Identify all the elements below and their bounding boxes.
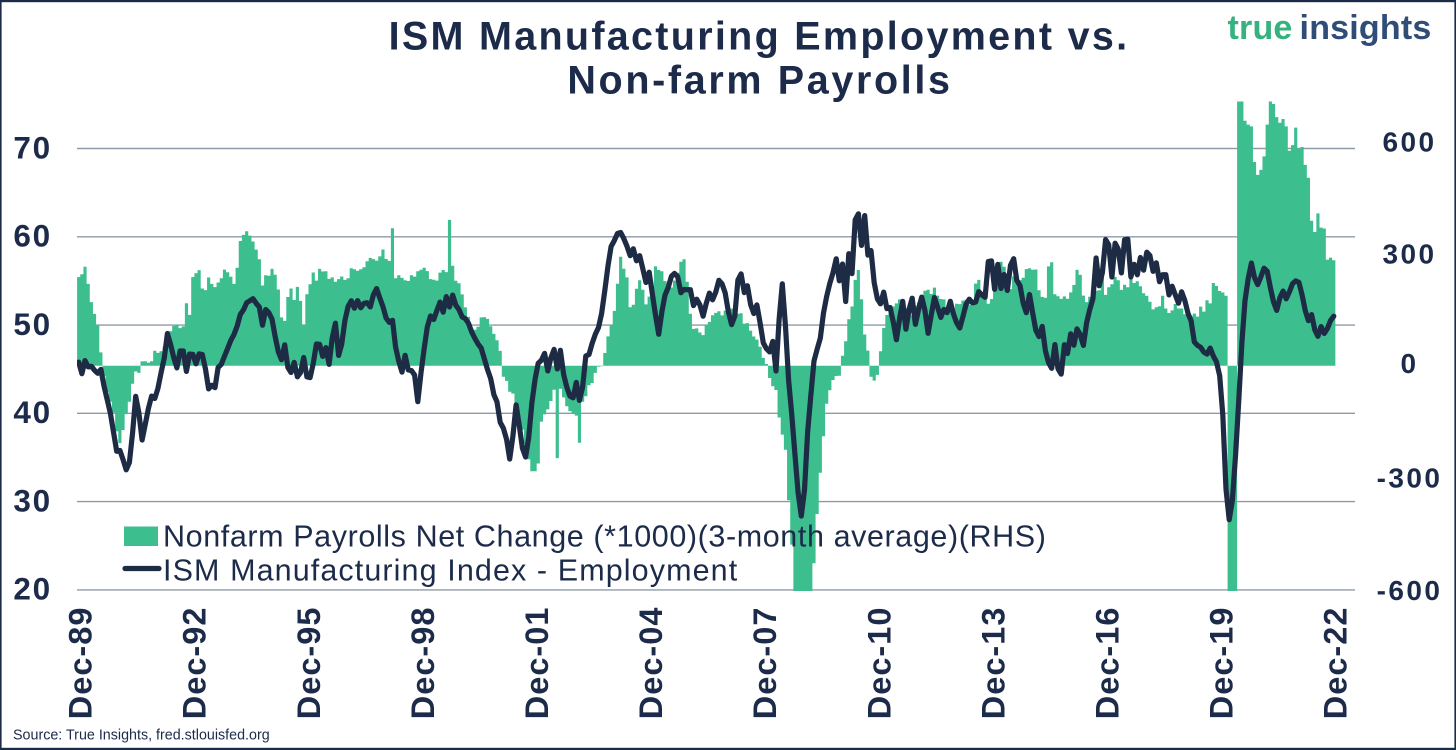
svg-text:ISM Manufacturing Index - Empl: ISM Manufacturing Index - Employment xyxy=(163,554,738,588)
svg-text:Dec-16: Dec-16 xyxy=(1090,607,1126,720)
svg-text:30: 30 xyxy=(13,482,51,518)
svg-text:0: 0 xyxy=(1401,348,1419,379)
svg-text:Non-farm Payrolls: Non-farm Payrolls xyxy=(567,59,952,103)
svg-text:-600: -600 xyxy=(1377,575,1443,606)
svg-text:20: 20 xyxy=(13,571,51,607)
svg-text:Dec-13: Dec-13 xyxy=(975,607,1011,720)
svg-text:Dec-89: Dec-89 xyxy=(63,607,99,720)
svg-text:Dec-92: Dec-92 xyxy=(177,607,213,720)
svg-text:Dec-98: Dec-98 xyxy=(405,607,441,720)
svg-text:60: 60 xyxy=(13,218,51,254)
svg-text:ISM Manufacturing Employment v: ISM Manufacturing Employment vs. xyxy=(389,15,1130,59)
svg-text:70: 70 xyxy=(13,129,51,165)
svg-text:Source: True Insights, fred.st: Source: True Insights, fred.stlouisfed.o… xyxy=(13,728,270,744)
svg-text:Dec-19: Dec-19 xyxy=(1204,607,1240,720)
svg-text:Dec-01: Dec-01 xyxy=(519,607,555,720)
svg-text:Dec-07: Dec-07 xyxy=(747,607,783,720)
svg-text:600: 600 xyxy=(1383,126,1437,157)
svg-text:-300: -300 xyxy=(1377,463,1443,494)
svg-text:40: 40 xyxy=(13,394,51,430)
svg-text:300: 300 xyxy=(1383,239,1437,270)
svg-text:50: 50 xyxy=(13,306,51,342)
svg-text:Dec-10: Dec-10 xyxy=(861,607,897,720)
svg-text:Dec-95: Dec-95 xyxy=(291,607,327,720)
svg-text:Dec-04: Dec-04 xyxy=(633,607,669,720)
svg-text:Dec-22: Dec-22 xyxy=(1318,607,1354,720)
svg-text:Nonfarm Payrolls Net Change (*: Nonfarm Payrolls Net Change (*1000)(3-mo… xyxy=(163,519,1046,553)
